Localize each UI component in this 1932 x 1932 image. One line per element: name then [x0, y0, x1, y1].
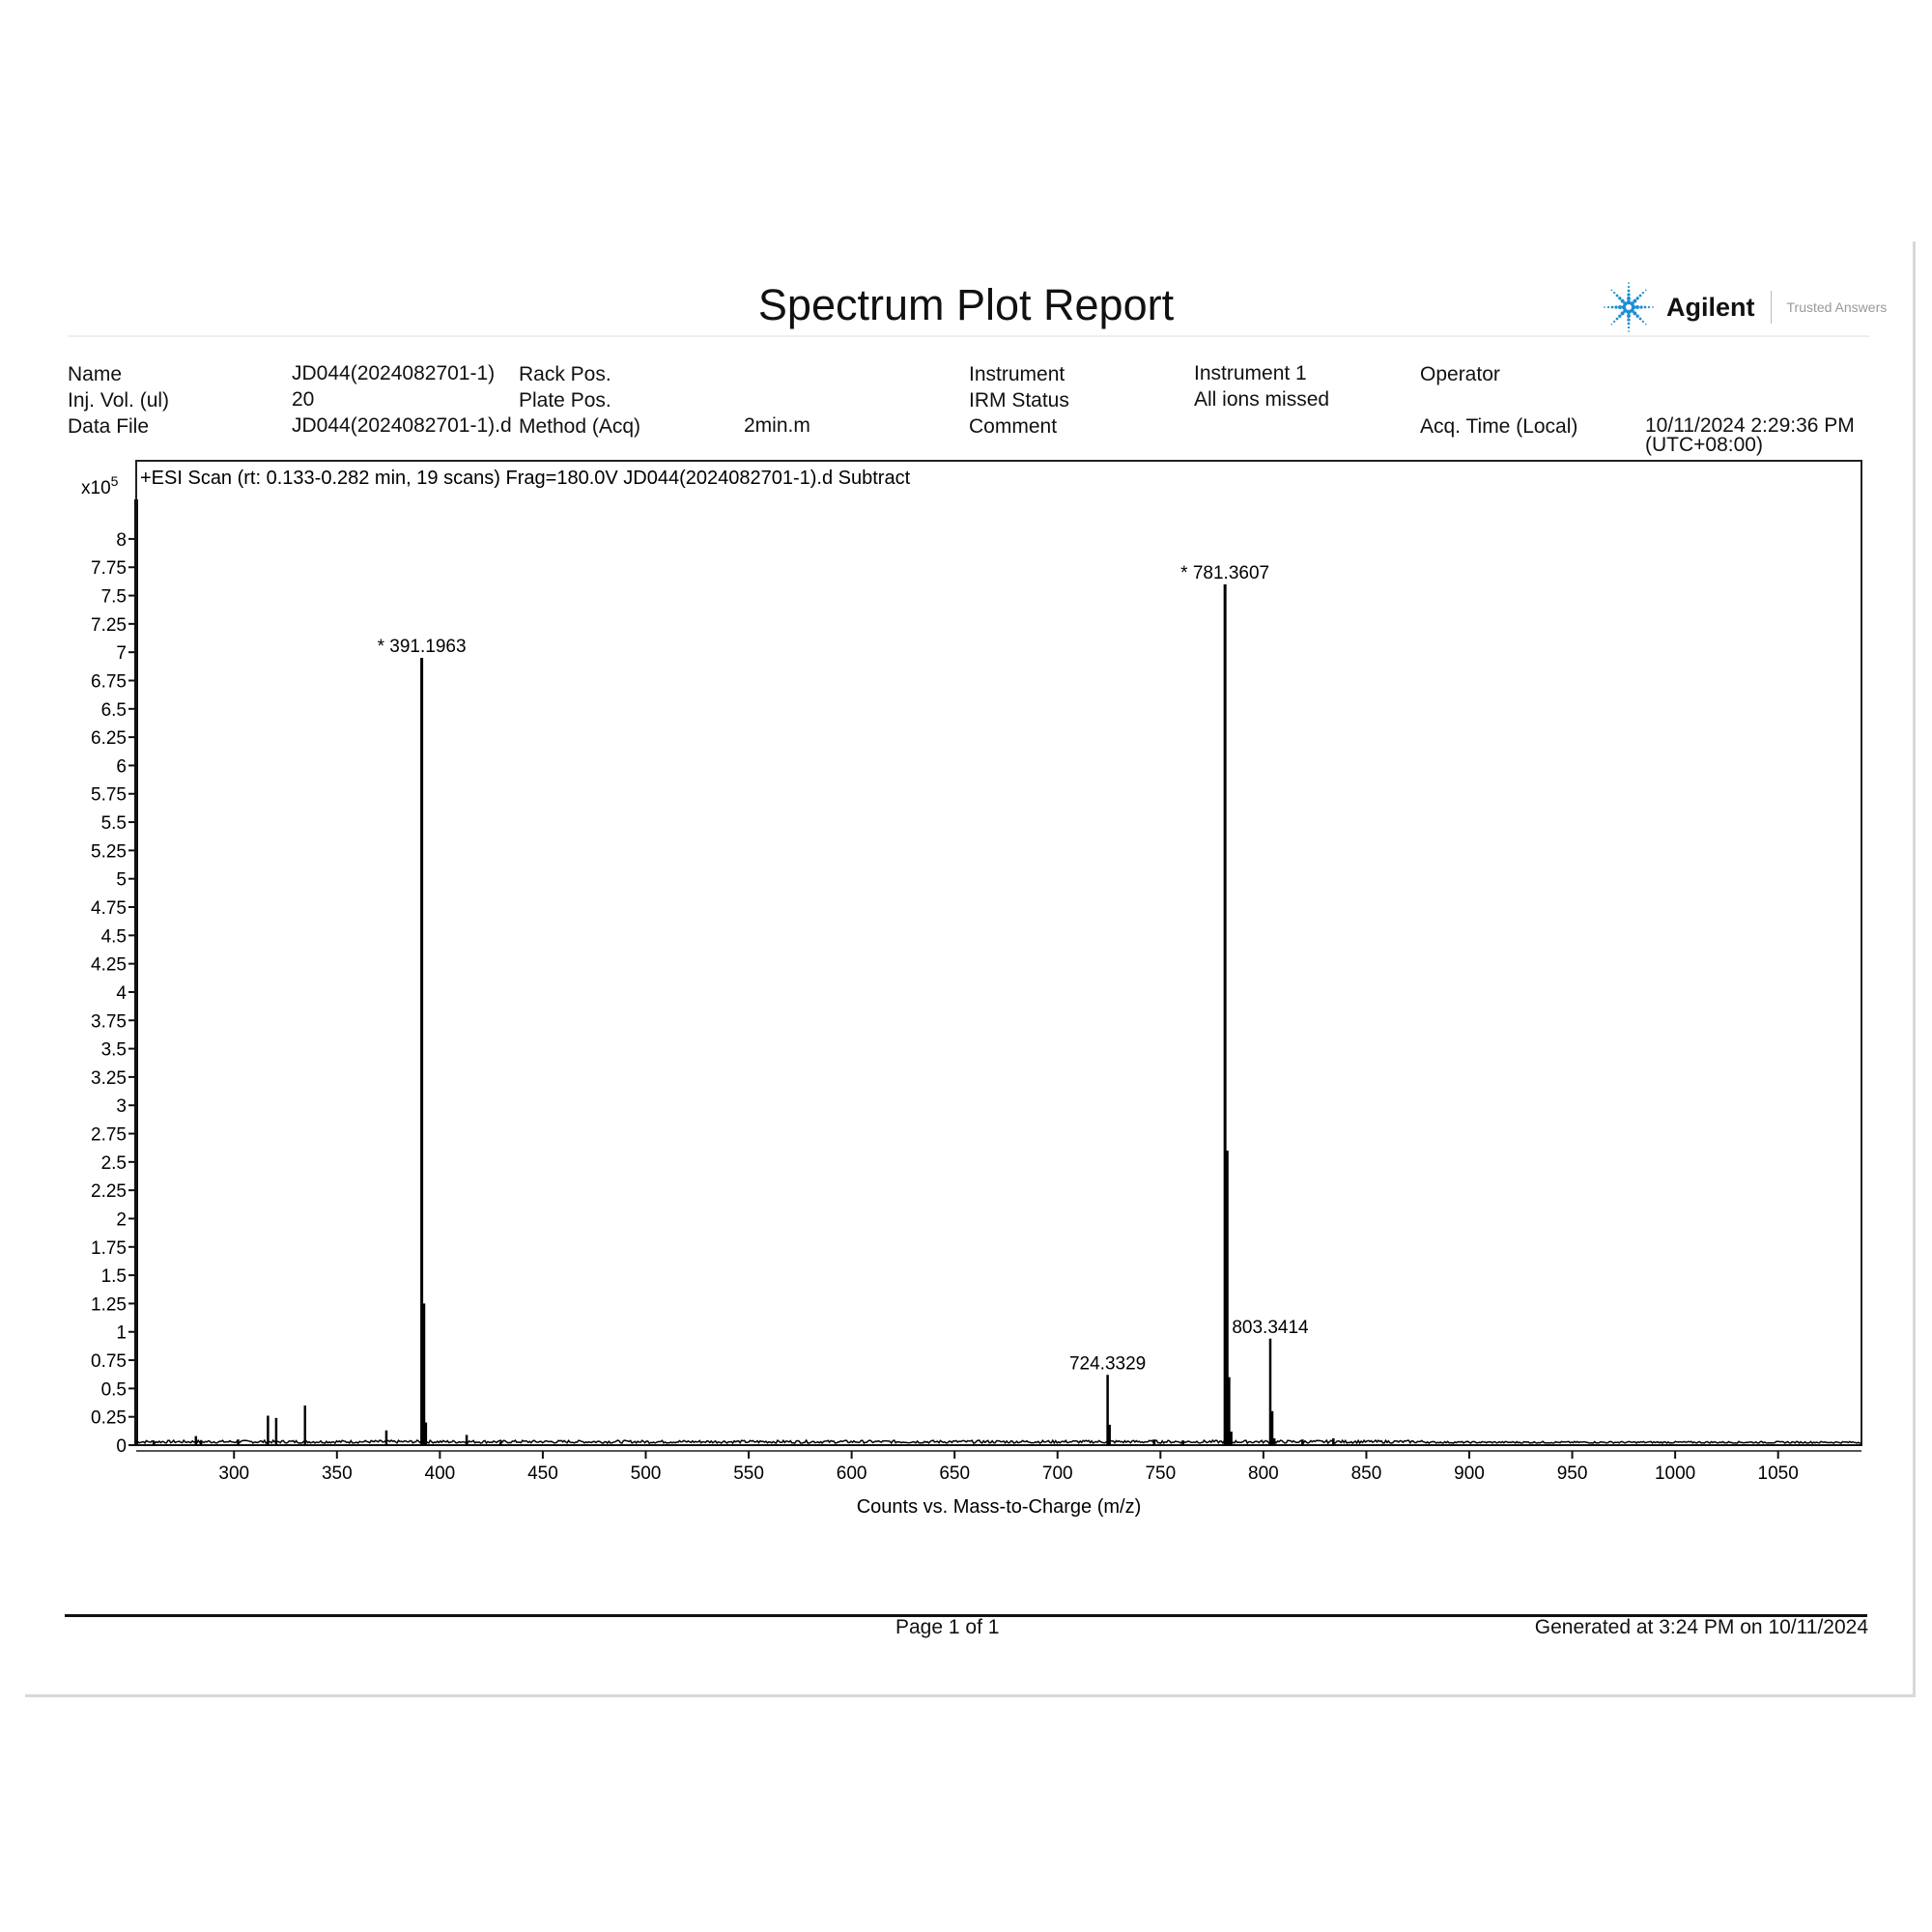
x-tick-label: 700 — [1042, 1463, 1073, 1484]
peak-label: * 391.1963 — [378, 637, 467, 657]
y-tick-label: 1 — [116, 1323, 127, 1344]
y-tick-label: 5 — [116, 870, 127, 891]
y-tick-label: 1.25 — [91, 1294, 127, 1315]
agilent-logo: Agilent Trusted Answers — [1599, 278, 1887, 336]
y-tick-label: 1.75 — [91, 1238, 127, 1259]
y-tick-label: 4.75 — [91, 898, 127, 919]
meta-label: Rack Pos. — [519, 363, 611, 385]
y-tick-label: 3.75 — [91, 1011, 127, 1032]
y-tick-label: 3.5 — [101, 1040, 127, 1061]
y-tick-label: 6 — [116, 756, 127, 777]
x-axis-label: Counts vs. Mass-to-Charge (m/z) — [857, 1496, 1142, 1518]
peak-label: * 781.3607 — [1180, 563, 1269, 583]
meta-label: Operator — [1420, 363, 1500, 385]
y-tick-label: 7 — [116, 643, 127, 664]
meta-label: Comment — [969, 415, 1058, 438]
chart-title: +ESI Scan (rt: 0.133-0.282 min, 19 scans… — [140, 468, 911, 489]
y-tick-label: 2 — [116, 1209, 127, 1230]
y-tick-label: 3.25 — [91, 1068, 127, 1089]
y-tick-label: 0.5 — [101, 1379, 127, 1400]
peak-label: 724.3329 — [1069, 1353, 1146, 1374]
meta-value: Instrument 1 — [1194, 362, 1307, 384]
page-edge — [1913, 242, 1916, 1696]
x-tick-label: 1000 — [1655, 1463, 1695, 1484]
x-tick-label: 300 — [218, 1463, 249, 1484]
y-tick-label: 4.5 — [101, 926, 127, 947]
page-number: Page 1 of 1 — [895, 1616, 1000, 1638]
x-tick-label: 650 — [939, 1463, 970, 1484]
x-tick-label: 350 — [322, 1463, 353, 1484]
x-tick-label: 500 — [631, 1463, 662, 1484]
header-divider — [68, 335, 1869, 337]
y-tick-label: 4 — [116, 983, 127, 1004]
x-tick-label: 550 — [733, 1463, 764, 1484]
y-tick-label: 1.5 — [101, 1266, 127, 1287]
generated-timestamp: Generated at 3:24 PM on 10/11/2024 — [1534, 1616, 1868, 1638]
x-tick-label: 1050 — [1758, 1463, 1799, 1484]
meta-label: Acq. Time (Local) — [1420, 415, 1578, 438]
x-tick-label: 450 — [527, 1463, 558, 1484]
y-tick-label: 5.5 — [101, 813, 127, 834]
y-tick-label: 2.5 — [101, 1153, 127, 1174]
meta-value: All ions missed — [1194, 388, 1330, 411]
baseline-noise — [135, 1438, 1861, 1445]
meta-label: IRM Status — [969, 389, 1069, 412]
meta-value: 10/11/2024 2:29:36 PM (UTC+08:00) — [1645, 414, 1855, 456]
meta-label: Data File — [68, 415, 150, 438]
y-tick-label: 7.5 — [101, 587, 127, 608]
report-title: Spectrum Plot Report — [757, 280, 1175, 329]
x-tick-label: 600 — [837, 1463, 867, 1484]
meta-value: JD044(2024082701-1) — [292, 362, 496, 384]
y-tick-label: 7.25 — [91, 615, 127, 636]
meta-label: Name — [68, 363, 123, 385]
meta-value: 20 — [292, 388, 315, 411]
y-tick-label: 7.75 — [91, 558, 127, 579]
meta-value: 2min.m — [744, 414, 810, 437]
y-tick-label: 3 — [116, 1096, 127, 1117]
x-tick-label: 950 — [1557, 1463, 1588, 1484]
x-tick-label: 900 — [1454, 1463, 1485, 1484]
y-tick-label: 0.25 — [91, 1408, 127, 1429]
y-tick-label: 6.5 — [101, 700, 127, 721]
plot-frame — [135, 460, 1862, 1446]
x-tick-label: 850 — [1351, 1463, 1382, 1484]
y-tick-label: 0 — [116, 1436, 127, 1457]
y-tick-label: 8 — [116, 530, 127, 551]
x-tick-label: 750 — [1145, 1463, 1176, 1484]
y-tick-label: 0.75 — [91, 1351, 127, 1372]
y-tick-label: 4.25 — [91, 955, 127, 976]
meta-value: JD044(2024082701-1).d — [292, 414, 512, 437]
y-tick-label: 6.25 — [91, 728, 127, 749]
y-tick-label: 6.75 — [91, 671, 127, 692]
y-tick-label: 2.75 — [91, 1125, 127, 1146]
y-tick-label: 2.25 — [91, 1181, 127, 1202]
footer-divider — [65, 1614, 1867, 1617]
x-tick-label: 400 — [425, 1463, 456, 1484]
y-tick-label: 5.75 — [91, 785, 127, 806]
y-multiplier: x105 — [81, 473, 119, 498]
agilent-spark-icon — [1604, 282, 1654, 332]
y-tick-label: 5.25 — [91, 841, 127, 862]
page-edge — [25, 1694, 1916, 1697]
peak-label: 803.3414 — [1232, 1318, 1309, 1338]
meta-label: Instrument — [969, 363, 1065, 385]
meta-label: Plate Pos. — [519, 389, 611, 412]
x-tick-label: 800 — [1248, 1463, 1279, 1484]
meta-label: Inj. Vol. (ul) — [68, 389, 170, 412]
meta-label: Method (Acq) — [519, 415, 641, 438]
